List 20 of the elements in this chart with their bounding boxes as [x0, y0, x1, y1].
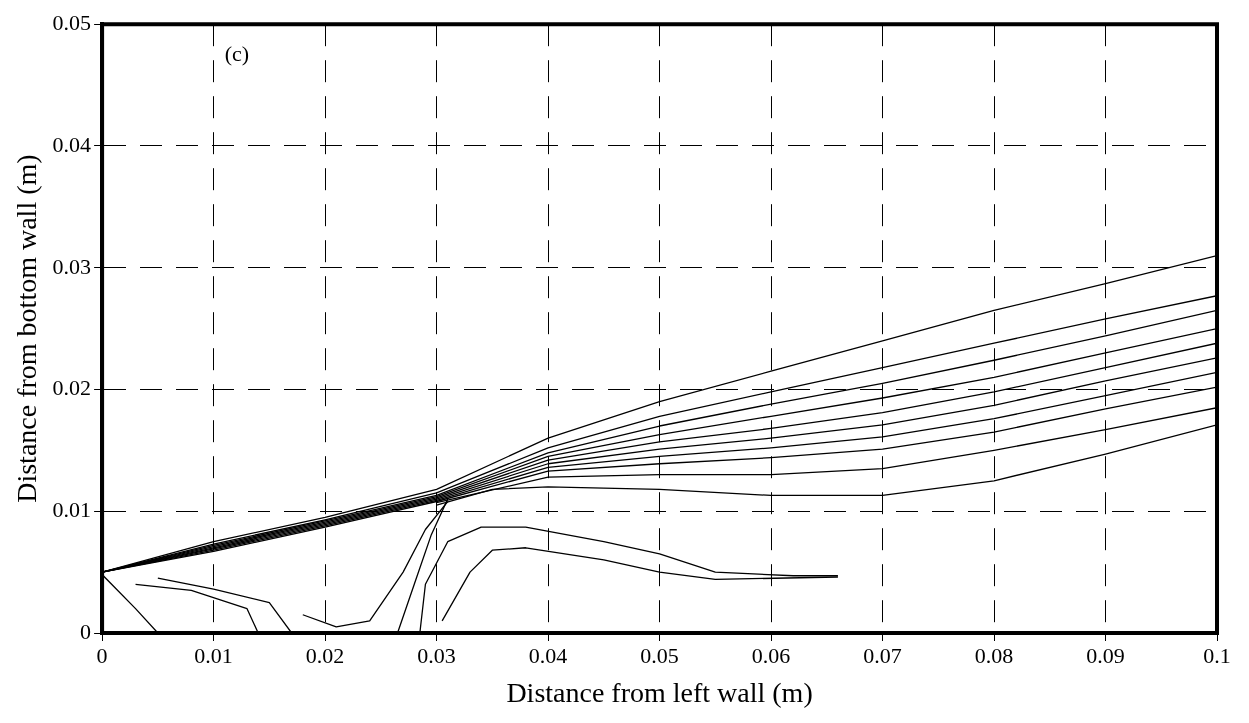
x-tick-label: 0.1: [1203, 642, 1231, 668]
y-tick-label: 0.01: [52, 497, 92, 523]
y-tick-label: 0.03: [52, 253, 92, 279]
x-tick-label: 0.03: [417, 642, 456, 668]
x-tick-label: 0.04: [528, 642, 568, 668]
x-tick-label: 0.09: [1086, 642, 1125, 668]
annotation: (c): [224, 40, 250, 66]
y-tick-label: 0.02: [52, 375, 92, 401]
x-tick-label: 0.06: [751, 642, 791, 668]
y-tick-label: 0: [80, 618, 92, 644]
x-tick-label: 0: [96, 642, 108, 668]
y-tick-label: 0.04: [52, 131, 92, 157]
x-tick-label: 0.05: [640, 642, 679, 668]
x-axis-title: Distance from left wall (m): [506, 676, 813, 708]
x-tick-label: 0.01: [194, 642, 233, 668]
x-tick-label: 0.02: [305, 642, 345, 668]
x-tick-label: 0.08: [974, 642, 1014, 668]
x-tick-label: 0.07: [863, 642, 902, 668]
y-tick-label: 0.05: [52, 9, 92, 35]
y-axis-title: Distance from bottom wall (m): [11, 154, 43, 503]
